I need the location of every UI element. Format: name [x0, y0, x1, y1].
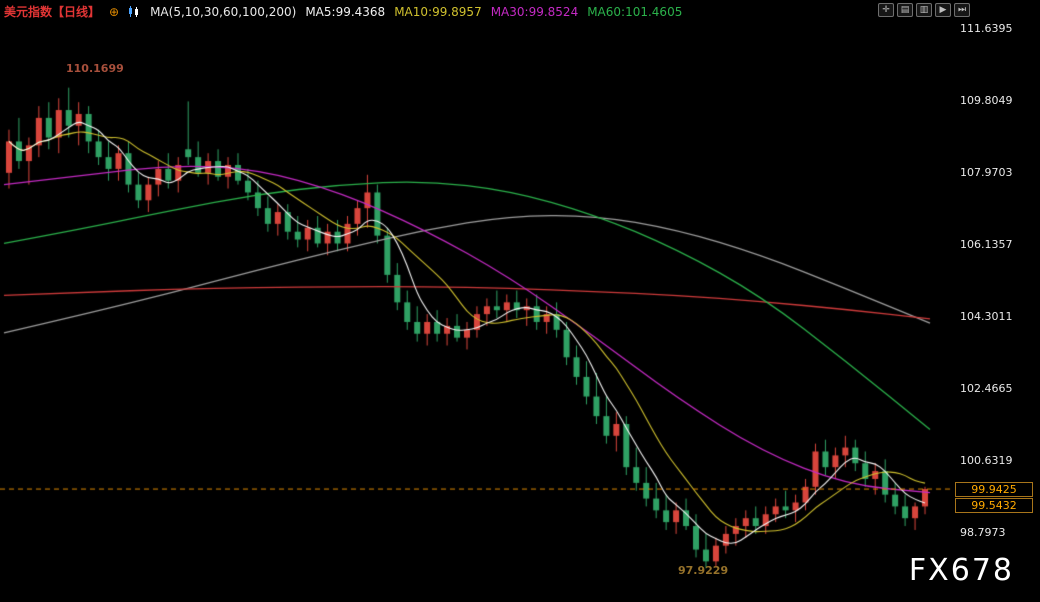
- grid-view-button[interactable]: ▤: [897, 3, 913, 17]
- axis-label: 104.3011: [960, 310, 1013, 323]
- axis-label: 106.1357: [960, 238, 1013, 251]
- chart-header: 美元指数【日线】 ⊕ MA(5,10,30,60,100,200) MA5:99…: [4, 3, 682, 20]
- candle-view-button[interactable]: ▥: [916, 3, 932, 17]
- current-price-tag: 99.9425: [955, 482, 1033, 497]
- high-annotation: 110.1699: [66, 62, 124, 75]
- chart-toolbar: ✛ ▤ ▥ ▶ ⏭: [878, 3, 970, 17]
- watermark-fx678: FX678: [908, 553, 1014, 588]
- axis-label: 102.4665: [960, 382, 1013, 395]
- jump-latest-button[interactable]: ⏭: [954, 3, 970, 17]
- ma60-readout: MA60:101.4605: [587, 4, 683, 19]
- ma5-readout: MA5:99.4368: [305, 4, 386, 19]
- forward-button[interactable]: ▶: [935, 3, 951, 17]
- price-axis: 111.6395 109.8049 107.9703 106.1357 104.…: [960, 0, 1040, 602]
- ma30-readout: MA30:99.8524: [490, 4, 579, 19]
- axis-label: 98.7973: [960, 526, 1006, 539]
- axis-label: 109.8049: [960, 94, 1013, 107]
- axis-label: 111.6395: [960, 22, 1013, 35]
- symbol-title: 美元指数【日线】: [4, 5, 101, 19]
- axis-label: 107.9703: [960, 166, 1013, 179]
- expand-icon[interactable]: ⊕: [109, 4, 120, 19]
- low-annotation: 97.9229: [678, 564, 729, 577]
- ma10-readout: MA10:99.8957: [394, 4, 482, 19]
- secondary-price-tag: 99.5432: [955, 498, 1033, 513]
- crosshair-button[interactable]: ✛: [878, 3, 894, 17]
- kline-logo-icon: [128, 5, 141, 18]
- ma-group-label: MA(5,10,30,60,100,200): [150, 4, 297, 19]
- axis-label: 100.6319: [960, 454, 1013, 467]
